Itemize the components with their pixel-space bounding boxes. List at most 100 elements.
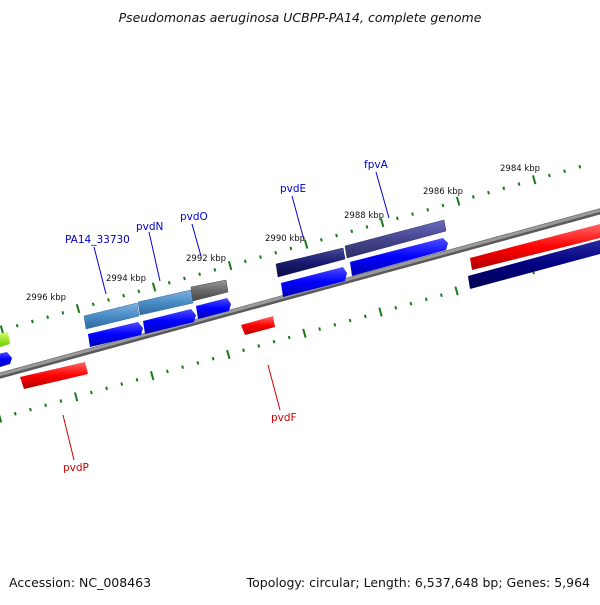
forward-guide-minor-tick (243, 259, 247, 264)
reverse-guide-minor-tick (166, 369, 169, 374)
leader-pvdF (267, 364, 281, 411)
forward-guide-minor-tick (167, 280, 171, 285)
gene-label-pvdO[interactable]: pvdO (180, 211, 208, 223)
gene-track-right (468, 224, 600, 289)
gene-bar-PA14_33730-annot[interactable] (83, 302, 140, 330)
gene-label-pvdN[interactable]: pvdN (136, 221, 163, 233)
forward-guide-minor-tick (319, 238, 323, 242)
forward-guide-minor-tick (395, 216, 399, 221)
scale-labels: 2984 kbp 2986 kbp 2988 kbp 2990 kbp 2992… (26, 164, 540, 303)
gene-bar-left-partial[interactable] (0, 332, 10, 347)
forward-guide-minor-tick (107, 298, 110, 302)
genome-summary-text: Topology: circular; Length: 6,537,648 bp… (246, 575, 590, 590)
reverse-guide-minor-tick (196, 361, 200, 365)
reverse-guide-minor-tick (394, 306, 398, 310)
reverse-guide-minor-tick (29, 407, 32, 412)
reverse-guide-minor-tick (89, 390, 93, 395)
gene-bar-pvdE-annot[interactable] (275, 247, 346, 278)
forward-guide-minor-tick (365, 225, 369, 229)
scale-label-2990: 2990 kbp (265, 234, 305, 244)
gene-track-upper (0, 219, 447, 347)
cds-track-reverse (20, 316, 275, 389)
leader-pvdP (62, 414, 75, 461)
leader-pvdN (148, 231, 161, 282)
leader-fpvA (375, 171, 390, 219)
cds-arrow-PA14_33730[interactable] (88, 322, 143, 347)
forward-guide-major-tick (227, 261, 233, 271)
forward-strand-guide (0, 165, 582, 335)
reverse-guide-major-tick (454, 286, 459, 296)
reverse-guide-minor-tick (211, 356, 215, 361)
gene-label-fpvA[interactable]: fpvA (364, 159, 389, 171)
reverse-guide-minor-tick (318, 327, 322, 331)
gene-bar-right-navy[interactable] (468, 240, 600, 289)
forward-guide-minor-tick (548, 173, 551, 178)
forward-guide-minor-tick (259, 255, 262, 259)
forward-guide-minor-tick (137, 289, 141, 294)
scale-label-2996: 2996 kbp (26, 293, 66, 303)
forward-guide-minor-tick (426, 208, 430, 212)
leader-pvdE (291, 195, 305, 241)
reverse-guide-minor-tick (242, 348, 245, 353)
forward-guide-minor-tick (289, 246, 293, 251)
gene-label-pvdE[interactable]: pvdE (280, 183, 306, 195)
leader-pvdO (191, 223, 202, 257)
forward-guide-minor-tick (274, 250, 278, 255)
scale-label-2992: 2992 kbp (186, 254, 226, 264)
reverse-guide-minor-tick (272, 339, 276, 344)
forward-guide-major-tick (75, 303, 81, 314)
forward-guide-minor-tick (183, 276, 186, 281)
forward-guide-minor-tick (15, 323, 19, 328)
forward-guide-minor-tick (578, 165, 582, 169)
forward-guide-minor-tick (61, 311, 65, 315)
gene-labels: fpvA pvdE pvdO pvdN PA14_33730 pvdF pvdP (63, 159, 389, 474)
reverse-guide-minor-tick (287, 335, 291, 340)
cds-arrow-pvdP[interactable] (20, 362, 88, 389)
reverse-guide-major-tick (73, 392, 79, 402)
reverse-guide-minor-tick (257, 344, 261, 348)
forward-guide-minor-tick (441, 203, 445, 208)
gene-bar-pvdN-annot[interactable] (137, 289, 194, 316)
forward-guide-minor-tick (471, 195, 475, 199)
gene-bar-pvdO-annot[interactable] (190, 279, 229, 302)
forward-guide-minor-tick (198, 272, 202, 276)
gene-label-PA14_33730[interactable]: PA14_33730 (65, 234, 130, 246)
cds-arrow-pvdF[interactable] (241, 316, 275, 335)
cds-arrow-right-red[interactable] (470, 224, 600, 270)
forward-guide-minor-tick (46, 315, 50, 319)
gene-bar-fpvA-annot[interactable] (344, 219, 447, 259)
reverse-guide-major-tick (302, 328, 307, 338)
cds-arrow-pvdE[interactable] (281, 267, 347, 297)
cds-arrow-left-partial[interactable] (0, 352, 12, 367)
reverse-guide-minor-tick (409, 301, 413, 306)
reverse-guide-minor-tick (440, 293, 443, 297)
forward-guide-minor-tick (31, 319, 34, 324)
forward-guide-major-tick (151, 282, 157, 292)
forward-guide-minor-tick (563, 169, 566, 173)
reverse-guide-minor-tick (135, 378, 139, 382)
reverse-guide-major-tick (150, 371, 155, 381)
scale-label-2986: 2986 kbp (423, 187, 463, 197)
cds-arrow-pvdN[interactable] (143, 309, 196, 334)
forward-guide-minor-tick (213, 268, 217, 272)
forward-guide-minor-tick (122, 293, 126, 298)
reverse-guide-major-tick (378, 307, 383, 317)
reverse-guide-minor-tick (424, 297, 428, 302)
cds-track-forward (0, 238, 448, 367)
map-title: Pseudomonas aeruginosa UCBPP-PA14, compl… (118, 10, 482, 25)
forward-guide-minor-tick (91, 302, 95, 307)
cds-arrow-fpvA[interactable] (350, 238, 448, 276)
cds-arrow-pvdO[interactable] (196, 298, 231, 319)
forward-guide-major-tick (532, 175, 537, 185)
forward-guide-minor-tick (350, 229, 354, 234)
reverse-guide-minor-tick (363, 314, 367, 319)
forward-guide-minor-tick (411, 212, 414, 216)
reverse-guide-minor-tick (120, 382, 124, 386)
reverse-guide-minor-tick (44, 403, 48, 408)
forward-guide-minor-tick (335, 233, 338, 238)
gene-label-pvdF[interactable]: pvdF (271, 412, 297, 424)
reverse-guide-major-tick (0, 414, 3, 423)
gene-label-pvdP[interactable]: pvdP (63, 462, 89, 474)
